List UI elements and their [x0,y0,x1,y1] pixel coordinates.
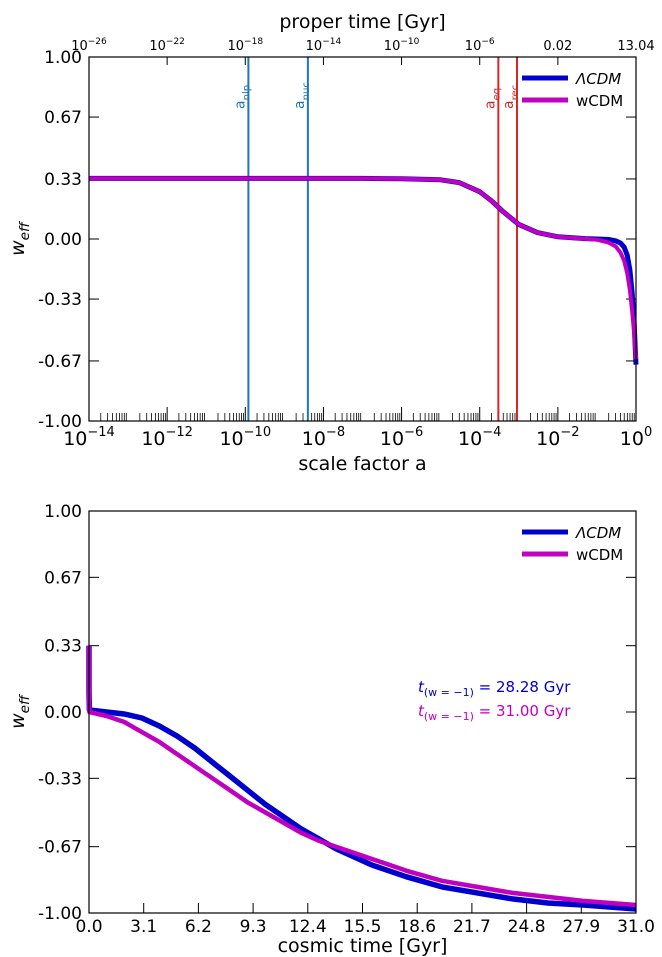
x-tick-label: 10−14 [63,425,115,450]
x-tick-label: 10−6 [380,425,423,450]
series-line-lcdm [86,645,637,912]
x-tick-label: 10−2 [536,425,579,450]
y-tick-label: -0.67 [38,838,82,858]
legend-label: wCDM [576,546,623,564]
x-tick-label: 27.9 [562,917,600,937]
y-tick-label: -0.33 [38,290,82,310]
y-tick-label: -0.67 [38,352,82,372]
series-line-wcdm [86,645,637,908]
epoch-label-eq: aeq [482,88,502,109]
x-tick-label: 18.6 [398,917,436,937]
y-tick-label: 0.67 [44,108,82,128]
x-tick-label: 24.8 [508,917,546,937]
x-tick-label: 12.4 [289,917,327,937]
legend-label: wCDM [576,92,623,110]
y-tick-label: -1.00 [38,412,82,432]
y-axis-title-text: weff [7,220,33,256]
y-tick-label: 0.33 [44,170,82,190]
x-axis-title: scale factor a [298,453,426,475]
y-axis-title: weff [7,693,33,729]
x-tick-label: 3.1 [130,917,157,937]
x-tick-label: 100 [620,425,652,450]
y-tick-label: -0.33 [38,769,82,789]
y-tick-label: 0.00 [44,230,82,250]
x-tick-label: 6.2 [185,917,212,937]
x-tick-label: 10−4 [458,425,501,450]
epoch-label-text: anlp [232,85,252,109]
x-tick-label: 10−10 [219,425,271,450]
y-axis-title: weff [7,220,33,256]
y-tick-label: 1.00 [44,502,82,522]
x-tick-label: 9.3 [240,917,267,937]
top-x-tick-label: 10−6 [465,37,495,54]
top-x-tick-label: 10−14 [306,37,342,54]
epoch-label-text: aeq [482,88,502,109]
legend: ΛCDM wCDM [522,70,623,110]
y-tick-label: 0.67 [44,568,82,588]
series-line-wcdm [89,176,638,360]
plot-frame [88,510,637,914]
y-tick-label: -1.00 [38,904,82,924]
time-annotation: t(w = −1) = 31.00 Gyr [418,702,571,723]
time-annotation: t(w = −1) = 28.28 Gyr [418,678,571,699]
y-tick-label: 1.00 [44,48,82,68]
top-x-tick-label: 10−10 [384,37,420,54]
x-axis-title: cosmic time [Gyr] [278,935,448,957]
x-tick-label: 10−8 [302,425,345,450]
x-tick-label: 21.7 [453,917,491,937]
top-x-tick-label: 10−26 [71,37,107,54]
epoch-label-text: anuc [292,82,312,109]
top-x-tick-label: 13.04 [617,39,654,54]
top-x-tick-label: 0.02 [543,39,572,54]
legend-label: ΛCDM [575,70,621,88]
bottom-chart-panel: 1.00 0.67 0.33 0.00 -0.33 -0.67 -1.000.0 3.1 6.2… [7,502,655,957]
series-line-lcdm [89,175,639,365]
y-axis-title-text: weff [7,693,33,729]
y-tick-label: 0.33 [44,637,82,657]
legend-label: ΛCDM [575,524,621,542]
epoch-label-nlp: anlp [232,85,252,109]
y-tick-label: 0.00 [44,703,82,723]
epoch-label-text: arec [501,85,521,109]
top-axis-title: proper time [Gyr] [279,11,445,33]
epoch-label-rec: arec [501,85,521,109]
top-x-tick-label: 10−22 [149,37,185,54]
x-tick-label: 15.5 [344,917,382,937]
epoch-label-nuc: anuc [292,82,312,109]
legend: ΛCDM wCDM [522,524,623,564]
x-tick-label: 0.0 [75,917,102,937]
top-x-tick-label: 10−18 [228,37,264,54]
plot-frame [88,56,637,422]
x-tick-label: 10−12 [141,425,193,450]
x-tick-label: 31.0 [617,917,655,937]
